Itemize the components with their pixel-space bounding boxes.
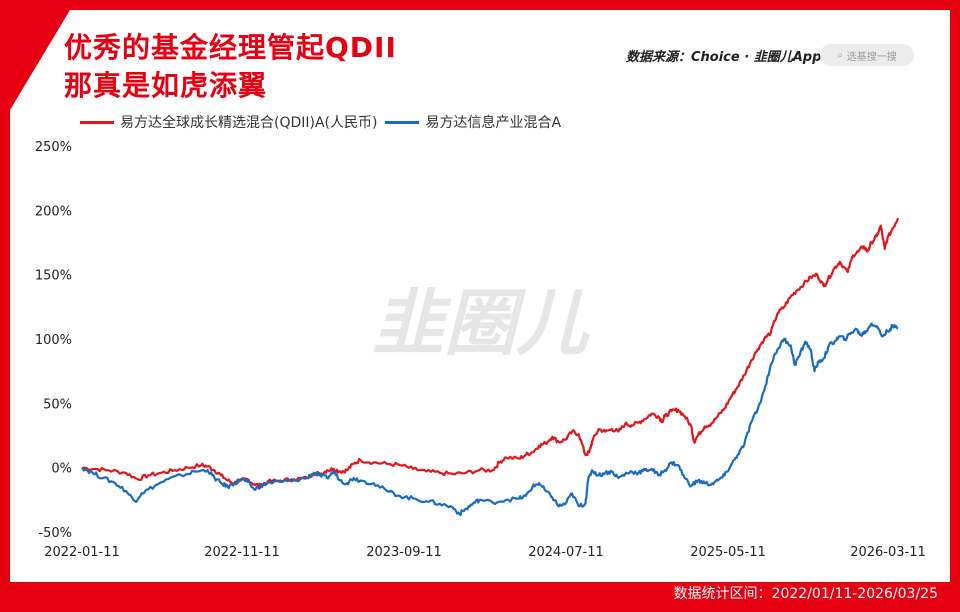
legend-item-red: 易方达全球成长精选混合(QDII)A(人民币) xyxy=(80,112,377,132)
y-tick-label: -50% xyxy=(38,526,72,541)
footer-range: 数据统计区间：2022/01/11-2026/03/25 xyxy=(673,586,938,602)
y-tick-label: 150% xyxy=(35,269,72,284)
page-title: 优秀的基金经理管起QDII xyxy=(64,31,397,64)
x-tick-label: 2024-07-11 xyxy=(528,545,604,560)
search-icon: ⌕ xyxy=(837,49,843,61)
legend-swatch-blue xyxy=(385,120,420,124)
y-tick-label: 50% xyxy=(43,397,72,412)
y-axis-ticks: 250% 200% 150% 100% 50% 0% -50% xyxy=(35,140,72,541)
x-tick-label: 2023-09-11 xyxy=(366,545,442,560)
x-tick-label: 2026-03-11 xyxy=(850,545,926,560)
watermark: 韭圈儿 xyxy=(372,281,591,365)
search-placeholder: 选基搜一搜 xyxy=(846,51,897,63)
legend-swatch-red xyxy=(80,120,114,124)
page-subtitle: 那真是如虎添翼 xyxy=(64,69,268,102)
y-tick-label: 0% xyxy=(51,462,72,477)
legend-label-red: 易方达全球成长精选混合(QDII)A(人民币) xyxy=(120,115,378,131)
legend-item-blue: 易方达信息产业混合A xyxy=(385,112,561,132)
corner-triangle xyxy=(10,10,70,110)
y-tick-label: 250% xyxy=(35,140,72,155)
legend-label-blue: 易方达信息产业混合A xyxy=(425,115,562,131)
x-tick-label: 2022-01-11 xyxy=(44,545,120,560)
data-source: 数据来源：Choice · 韭圈儿App xyxy=(626,50,822,65)
series-line-blue xyxy=(81,322,899,517)
series-lines xyxy=(81,217,900,517)
legend: 易方达全球成长精选混合(QDII)A(人民币) 易方达信息产业混合A xyxy=(80,112,561,132)
y-tick-label: 100% xyxy=(35,333,72,348)
x-tick-label: 2022-11-11 xyxy=(204,545,280,560)
search-box[interactable]: ⌕ 选基搜一搜 xyxy=(820,44,914,66)
series-line-red xyxy=(81,217,900,489)
x-tick-label: 2025-05-11 xyxy=(690,545,766,560)
x-axis-ticks: 2022-01-11 2022-11-11 2023-09-11 2024-07-11… xyxy=(44,545,926,560)
y-tick-label: 200% xyxy=(35,204,72,219)
